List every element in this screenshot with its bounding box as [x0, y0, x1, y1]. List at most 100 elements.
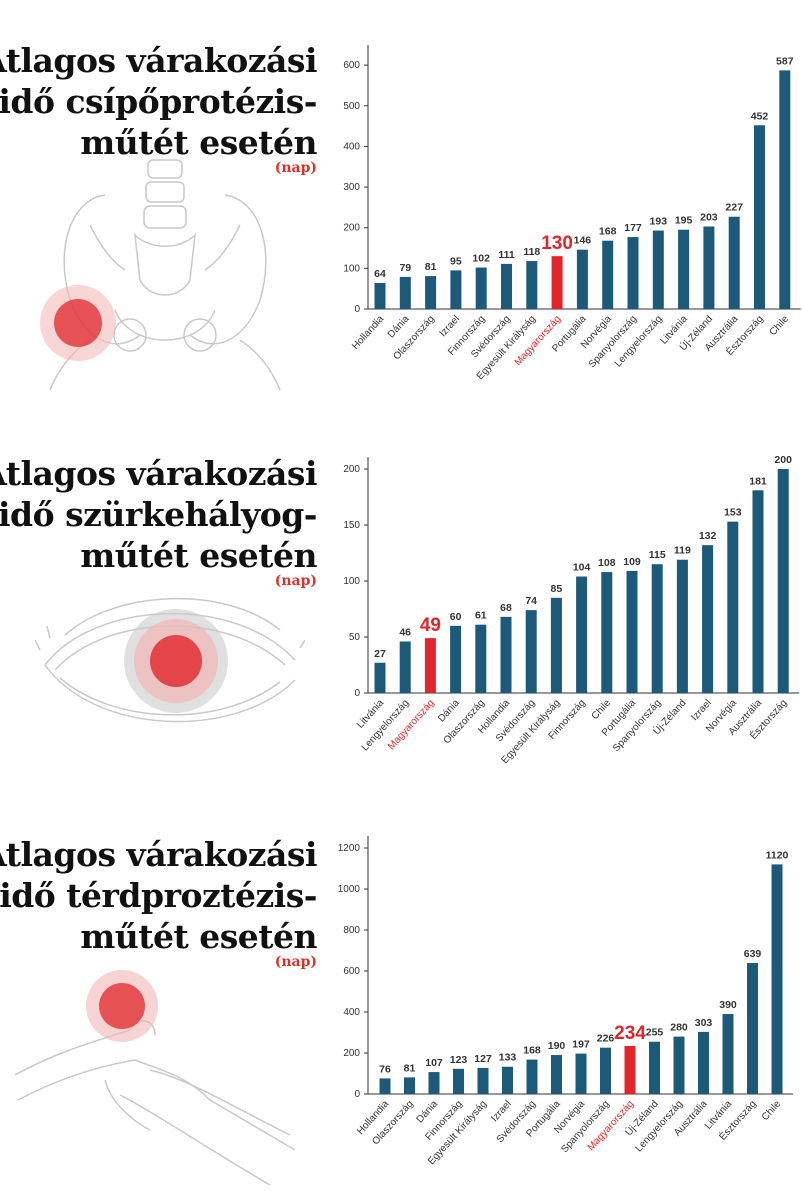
data-label: 127 [474, 1053, 492, 1065]
data-label: 303 [695, 1017, 713, 1029]
data-label: 60 [450, 611, 462, 623]
data-label: 168 [523, 1045, 541, 1057]
bar [703, 226, 715, 309]
y-tick-label: 400 [343, 141, 360, 152]
category-label: Hollandia [350, 313, 386, 352]
bar [627, 237, 639, 309]
bar [525, 610, 537, 693]
data-label: 46 [399, 626, 411, 638]
data-label: 68 [500, 602, 512, 614]
chart-title: Átlagos várakozási idő térdproztézis- mű… [0, 834, 317, 957]
bar [624, 1046, 636, 1094]
bar [500, 616, 512, 693]
bar [575, 1053, 587, 1094]
bar [698, 1031, 709, 1094]
bar [600, 1047, 611, 1094]
y-tick-label: 400 [343, 1007, 360, 1018]
data-label: 200 [774, 454, 792, 466]
data-label: 109 [623, 556, 641, 568]
data-label: 177 [624, 222, 642, 234]
bar [777, 469, 789, 693]
category-label: Chile [760, 1098, 784, 1123]
chart-title: Átlagos várakozási idő csípőprotézis- mű… [0, 40, 317, 163]
bar [475, 267, 487, 309]
y-tick-label: 0 [354, 688, 360, 699]
y-tick-label: 300 [343, 182, 360, 193]
bar [678, 229, 690, 309]
category-label: Magyarország [386, 698, 437, 752]
data-label: 118 [523, 246, 540, 258]
bar [727, 521, 739, 693]
data-label: 255 [646, 1027, 664, 1039]
data-label: 111 [498, 249, 515, 261]
bar [702, 545, 714, 693]
data-label: 452 [751, 110, 769, 122]
bar [550, 597, 562, 693]
data-label: 193 [650, 216, 668, 228]
bar [501, 263, 512, 309]
data-label: 130 [541, 233, 573, 254]
chart-panel-hip: Átlagos várakozási idő csípőprotézis- mű… [0, 0, 802, 400]
bar [551, 256, 563, 309]
data-label: 27 [374, 648, 386, 660]
bar [626, 570, 638, 693]
title-line-1: Átlagos várakozási [0, 41, 317, 80]
data-label: 115 [649, 549, 666, 561]
data-label: 227 [725, 202, 743, 214]
data-label: 119 [674, 545, 691, 557]
data-label: 61 [475, 610, 487, 622]
bar [477, 1067, 489, 1094]
y-tick-label: 50 [349, 632, 361, 643]
bar [424, 638, 436, 693]
data-label: 168 [599, 226, 617, 238]
category-label: Chile [768, 313, 792, 338]
data-label: 146 [574, 235, 592, 247]
title-line-2: idő szürkehályog- [0, 495, 317, 534]
data-label: 79 [399, 262, 411, 274]
bar [374, 662, 386, 693]
bar [428, 1072, 440, 1094]
chart-panel-cataract: Átlagos várakozási idő szürkehályog- műt… [0, 400, 802, 800]
bar [602, 240, 614, 309]
unit-label: (nap) [274, 160, 317, 176]
data-label: 639 [744, 948, 762, 960]
bar [752, 490, 764, 693]
data-label: 197 [572, 1039, 590, 1051]
y-tick-label: 1000 [338, 884, 361, 895]
data-label: 85 [551, 583, 563, 595]
bar-chart-knee: 02004006008001000120076Hollandia81Olaszo… [338, 836, 793, 1167]
data-label: 390 [719, 999, 737, 1011]
data-label: 81 [404, 1062, 416, 1074]
data-label: 181 [749, 475, 767, 487]
bar [649, 1041, 660, 1094]
hip-pelvis-icon [40, 159, 281, 391]
data-label: 133 [499, 1052, 517, 1064]
title-line-1: Átlagos várakozási [0, 835, 317, 874]
y-tick-label: 200 [343, 464, 360, 475]
bar [652, 230, 664, 309]
data-label: 102 [472, 253, 490, 265]
bar [673, 1036, 685, 1094]
data-label: 226 [597, 1033, 615, 1045]
unit-label: (nap) [274, 954, 317, 970]
title-line-1: Átlagos várakozási [0, 454, 317, 493]
data-label: 107 [425, 1057, 443, 1069]
bar [601, 572, 613, 693]
data-label: 132 [699, 530, 717, 542]
data-label: 153 [724, 507, 742, 519]
y-tick-label: 100 [343, 263, 360, 274]
eye-icon [35, 598, 305, 723]
y-tick-label: 200 [343, 223, 360, 234]
bar [728, 216, 740, 309]
data-label: 234 [614, 1023, 646, 1044]
bar [450, 625, 462, 693]
data-label: 49 [420, 615, 441, 636]
bar [404, 1077, 415, 1094]
knee-icon [14, 970, 295, 1186]
bar [379, 1078, 391, 1094]
bar [651, 564, 663, 693]
title-line-2: idő térdproztézis- [0, 876, 317, 915]
data-label: 190 [548, 1040, 566, 1052]
y-tick-label: 600 [343, 966, 360, 977]
bar [526, 1059, 538, 1094]
